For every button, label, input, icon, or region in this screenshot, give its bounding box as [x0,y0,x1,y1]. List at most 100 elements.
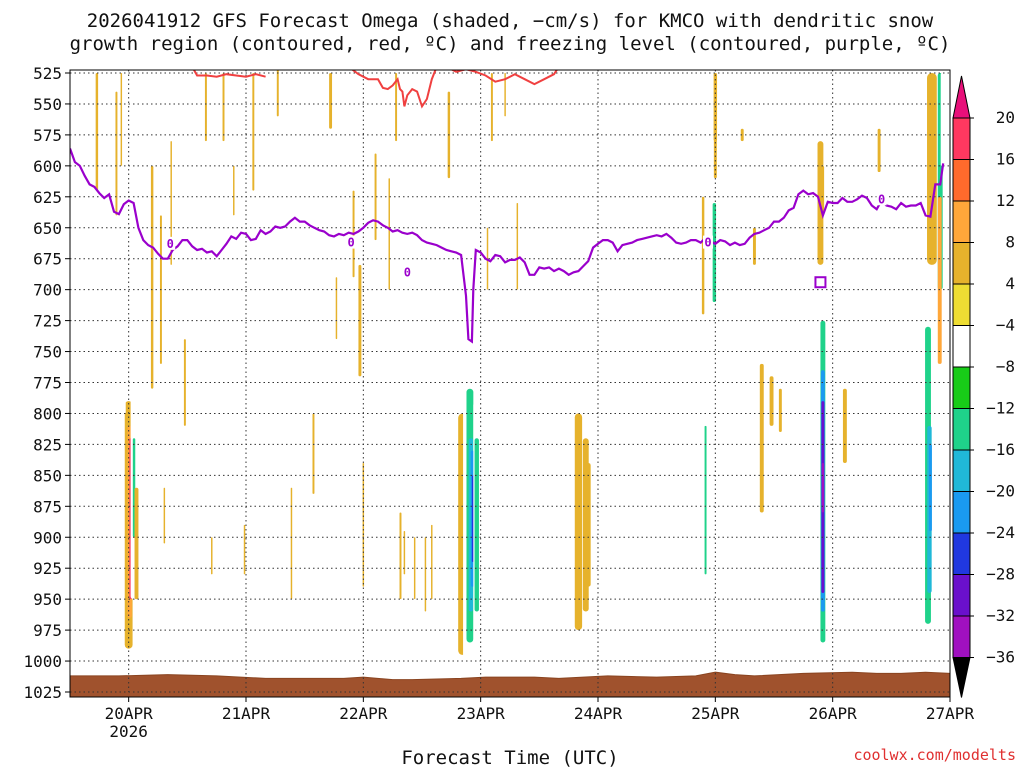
omega-cell-12 [115,91,118,216]
colorbar-label-8: −16 [986,440,1015,459]
freezing-label-bg-4 [876,192,887,206]
omega-cell-62 [479,196,482,290]
omega-cell-23 [204,73,207,142]
omega-cell-90 [842,388,847,463]
chart-title-line-2: growth region (contoured, red, ºC) and f… [70,33,951,55]
omega-cell-34 [312,413,315,494]
omega-cell-31 [276,70,279,117]
freezing-label-bg-2 [402,265,413,279]
colorbar-label-3: 8 [1005,233,1015,252]
y-tick-label-825: 825 [33,435,62,454]
x-tick-label-21APR: 21APR [222,704,271,723]
colorbar-label-0: 20 [996,108,1015,127]
credit-text: coolwx.com/modelts [853,746,1016,764]
omega-cell-47 [403,531,406,575]
freezing-label-bg-0 [165,236,176,250]
y-tick-label-525: 525 [33,64,62,83]
omega-cell-16 [150,165,154,389]
omega-cell-28 [233,165,235,216]
omega-cell-65 [494,165,497,241]
freezing-label-0: 0 [167,237,174,251]
omega-cell-30 [252,73,255,191]
omega-cell-22 [202,79,205,228]
y-tick-label-800: 800 [33,404,62,423]
colorbar-bin-10 [952,532,971,575]
colorbar-label-9: −20 [986,482,1015,501]
omega-cell-10 [95,73,99,191]
x-tick-label-20APR: 20APR [105,704,154,723]
freezing-level-layer: 0 0 0 0 0 [70,148,945,344]
omega-cell-19 [170,141,172,265]
y-tick-label-850: 850 [33,466,62,485]
colorbar-bin-7 [952,408,971,451]
y-axis: 525 550 575 600 625 650 675 700 725 750 775 800 825 8… [23,64,70,702]
dgz-contour-2 [450,70,558,86]
y-tick-label-900: 900 [33,528,62,547]
omega-cell-18 [163,487,166,544]
y-tick-label-1025: 1025 [23,683,62,702]
colorbar-bin-5 [952,325,971,368]
omega-cell-89 [821,462,825,513]
omega-cell-25 [211,537,213,575]
omega-cell-20 [183,339,186,426]
colorbar-label-6: −8 [996,357,1015,376]
omega-cell-41 [366,462,368,538]
freezing-label-3: 0 [704,236,711,250]
omega-cell-39 [358,264,362,377]
x-tick-label-26APR: 26APR [809,704,858,723]
colorbar-bin-2 [952,200,971,243]
omega-shading-layer [77,70,944,662]
colorbar-label-2: 12 [996,191,1015,210]
omega-cell-95 [928,444,932,532]
omega-cell-79 [752,227,756,265]
omega-cell-73 [704,425,707,575]
omega-cell-13 [120,73,123,166]
omega-cell-33 [290,487,293,600]
y-tick-label-725: 725 [33,312,62,331]
y-tick-label-875: 875 [33,497,62,516]
ground-surface [70,671,950,697]
freezing-closed-contour [814,276,827,289]
colorbar-bin-0 [952,117,971,160]
omega-cell-64 [490,73,493,142]
omega-cell-78 [740,128,744,142]
omega-cell-9 [77,73,83,98]
y-tick-label-625: 625 [33,188,62,207]
colorbar-label-1: 16 [996,150,1015,169]
omega-cell-71 [701,196,705,315]
colorbar-bin-4 [952,283,971,326]
omega-cell-80 [759,363,764,513]
omega-cell-48 [409,512,411,587]
dgz-contour-1 [351,70,437,109]
x-tick-label-22APR: 22APR [339,704,388,723]
x-tick-sublabel: 2026 [109,722,148,741]
colorbar-bin-1 [952,159,971,202]
omega-cell-91 [877,128,881,173]
omega-cell-84 [821,165,825,216]
y-tick-label-700: 700 [33,281,62,300]
omega-cell-46 [399,512,402,600]
colorbar-label-4: 4 [1005,274,1015,293]
colorbar-label-7: −12 [986,399,1015,418]
omega-cell-96 [927,73,937,265]
x-tick-label-25APR: 25APR [691,704,740,723]
omega-cell-50 [424,537,427,612]
omega-cell-81 [769,376,774,426]
x-axis-label: Forecast Time (UTC) [401,747,618,768]
omega-cell-51 [431,524,433,600]
omega-cell-98 [937,196,942,364]
colorbar-label-13: −36 [986,648,1015,667]
x-tick-label-23APR: 23APR [457,704,506,723]
colorbar-bin-3 [952,242,971,285]
colorbar-label-12: −32 [986,606,1015,625]
colorbar-bin-11 [952,574,971,617]
colorbar-label-10: −24 [986,523,1015,542]
omega-cell-68 [574,413,583,631]
omega-cell-21 [191,376,194,439]
x-tick-label-27APR: 27APR [926,704,975,723]
y-tick-label-650: 650 [33,219,62,238]
y-tick-label-675: 675 [33,250,62,269]
y-tick-label-950: 950 [33,590,62,609]
chart-title-line-1: 2026041912 GFS Forecast Omega (shaded, −… [87,10,934,32]
